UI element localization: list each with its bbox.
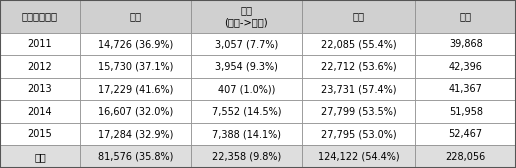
Bar — [0, 0, 80, 33]
Bar — [302, 100, 415, 123]
Bar — [415, 0, 516, 33]
Text: 22,085 (55.4%): 22,085 (55.4%) — [321, 39, 396, 49]
Text: 합계: 합계 — [460, 11, 472, 21]
Bar — [191, 123, 302, 145]
Text: 124,122 (54.4%): 124,122 (54.4%) — [318, 152, 399, 162]
Text: 16,607 (32.0%): 16,607 (32.0%) — [98, 107, 173, 117]
Bar — [191, 33, 302, 55]
Bar — [80, 78, 191, 100]
Bar — [415, 123, 516, 145]
Bar — [191, 55, 302, 78]
Text: 공유: 공유 — [352, 11, 365, 21]
Text: 17,284 (32.9%): 17,284 (32.9%) — [98, 129, 173, 139]
Bar — [0, 78, 80, 100]
Bar — [80, 100, 191, 123]
Text: 27,799 (53.5%): 27,799 (53.5%) — [321, 107, 396, 117]
Bar — [191, 145, 302, 168]
Bar — [80, 55, 191, 78]
Bar — [191, 0, 302, 33]
Bar — [302, 145, 415, 168]
Text: 407 (1.0%)): 407 (1.0%)) — [218, 84, 275, 94]
Text: 단독: 단독 — [130, 11, 141, 21]
Bar — [302, 123, 415, 145]
Text: 합계: 합계 — [34, 152, 46, 162]
Bar — [415, 78, 516, 100]
Bar — [191, 100, 302, 123]
Text: 228,056: 228,056 — [445, 152, 486, 162]
Bar — [0, 100, 80, 123]
Text: 2011: 2011 — [28, 39, 52, 49]
Bar — [302, 78, 415, 100]
Text: 조정
(공유->단독): 조정 (공유->단독) — [224, 5, 268, 28]
Text: 39,868: 39,868 — [449, 39, 482, 49]
Text: 81,576 (35.8%): 81,576 (35.8%) — [98, 152, 173, 162]
Bar — [415, 33, 516, 55]
Text: 41,367: 41,367 — [449, 84, 482, 94]
Bar — [0, 145, 80, 168]
Text: 17,229 (41.6%): 17,229 (41.6%) — [98, 84, 173, 94]
Text: 15,730 (37.1%): 15,730 (37.1%) — [98, 61, 173, 72]
Text: 22,712 (53.6%): 22,712 (53.6%) — [321, 61, 396, 72]
Bar — [80, 145, 191, 168]
Text: 14,726 (36.9%): 14,726 (36.9%) — [98, 39, 173, 49]
Bar — [302, 55, 415, 78]
Bar — [415, 145, 516, 168]
Text: 52,467: 52,467 — [448, 129, 483, 139]
Bar — [0, 55, 80, 78]
Bar — [415, 55, 516, 78]
Text: 3,954 (9.3%): 3,954 (9.3%) — [215, 61, 278, 72]
Bar — [80, 0, 191, 33]
Bar — [302, 33, 415, 55]
Text: 성과제출연도: 성과제출연도 — [22, 11, 58, 21]
Text: 42,396: 42,396 — [449, 61, 482, 72]
Text: 27,795 (53.0%): 27,795 (53.0%) — [321, 129, 396, 139]
Text: 51,958: 51,958 — [449, 107, 482, 117]
Text: 3,057 (7.7%): 3,057 (7.7%) — [215, 39, 278, 49]
Bar — [0, 33, 80, 55]
Bar — [0, 123, 80, 145]
Text: 2015: 2015 — [28, 129, 52, 139]
Text: 7,388 (14.1%): 7,388 (14.1%) — [212, 129, 281, 139]
Bar — [191, 78, 302, 100]
Text: 22,358 (9.8%): 22,358 (9.8%) — [212, 152, 281, 162]
Text: 7,552 (14.5%): 7,552 (14.5%) — [212, 107, 281, 117]
Text: 2013: 2013 — [28, 84, 52, 94]
Bar — [80, 33, 191, 55]
Text: 2014: 2014 — [28, 107, 52, 117]
Bar — [80, 123, 191, 145]
Bar — [415, 100, 516, 123]
Bar — [302, 0, 415, 33]
Text: 2012: 2012 — [28, 61, 52, 72]
Text: 23,731 (57.4%): 23,731 (57.4%) — [321, 84, 396, 94]
